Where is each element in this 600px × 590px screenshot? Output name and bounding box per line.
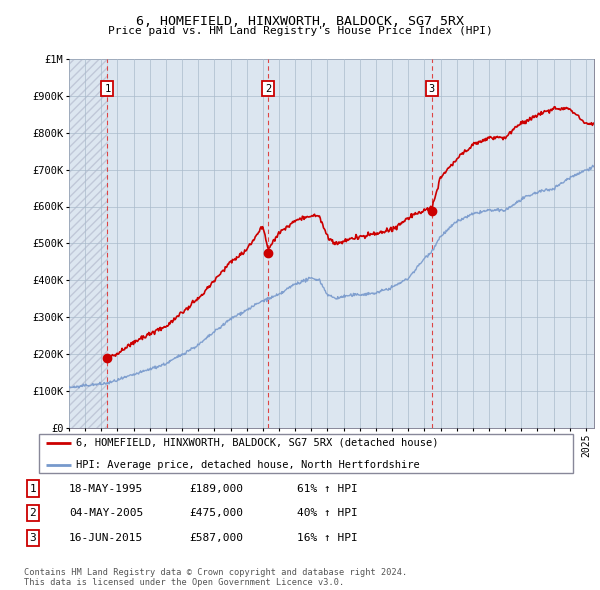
Text: 2: 2: [265, 84, 271, 93]
FancyBboxPatch shape: [39, 434, 574, 473]
Text: 3: 3: [29, 533, 37, 543]
Text: 16% ↑ HPI: 16% ↑ HPI: [297, 533, 358, 543]
Text: £475,000: £475,000: [189, 509, 243, 518]
Text: 1: 1: [104, 84, 110, 93]
Text: 16-JUN-2015: 16-JUN-2015: [69, 533, 143, 543]
Text: Price paid vs. HM Land Registry's House Price Index (HPI): Price paid vs. HM Land Registry's House …: [107, 26, 493, 36]
Text: 1: 1: [29, 484, 37, 493]
Text: 2: 2: [29, 509, 37, 518]
Text: 04-MAY-2005: 04-MAY-2005: [69, 509, 143, 518]
Text: 18-MAY-1995: 18-MAY-1995: [69, 484, 143, 493]
Text: 6, HOMEFIELD, HINXWORTH, BALDOCK, SG7 5RX (detached house): 6, HOMEFIELD, HINXWORTH, BALDOCK, SG7 5R…: [77, 438, 439, 448]
Text: 40% ↑ HPI: 40% ↑ HPI: [297, 509, 358, 518]
Text: £587,000: £587,000: [189, 533, 243, 543]
Text: Contains HM Land Registry data © Crown copyright and database right 2024.
This d: Contains HM Land Registry data © Crown c…: [24, 568, 407, 587]
Text: 3: 3: [428, 84, 435, 93]
Text: HPI: Average price, detached house, North Hertfordshire: HPI: Average price, detached house, Nort…: [77, 460, 420, 470]
Text: £189,000: £189,000: [189, 484, 243, 493]
Text: 61% ↑ HPI: 61% ↑ HPI: [297, 484, 358, 493]
Text: 6, HOMEFIELD, HINXWORTH, BALDOCK, SG7 5RX: 6, HOMEFIELD, HINXWORTH, BALDOCK, SG7 5R…: [136, 15, 464, 28]
